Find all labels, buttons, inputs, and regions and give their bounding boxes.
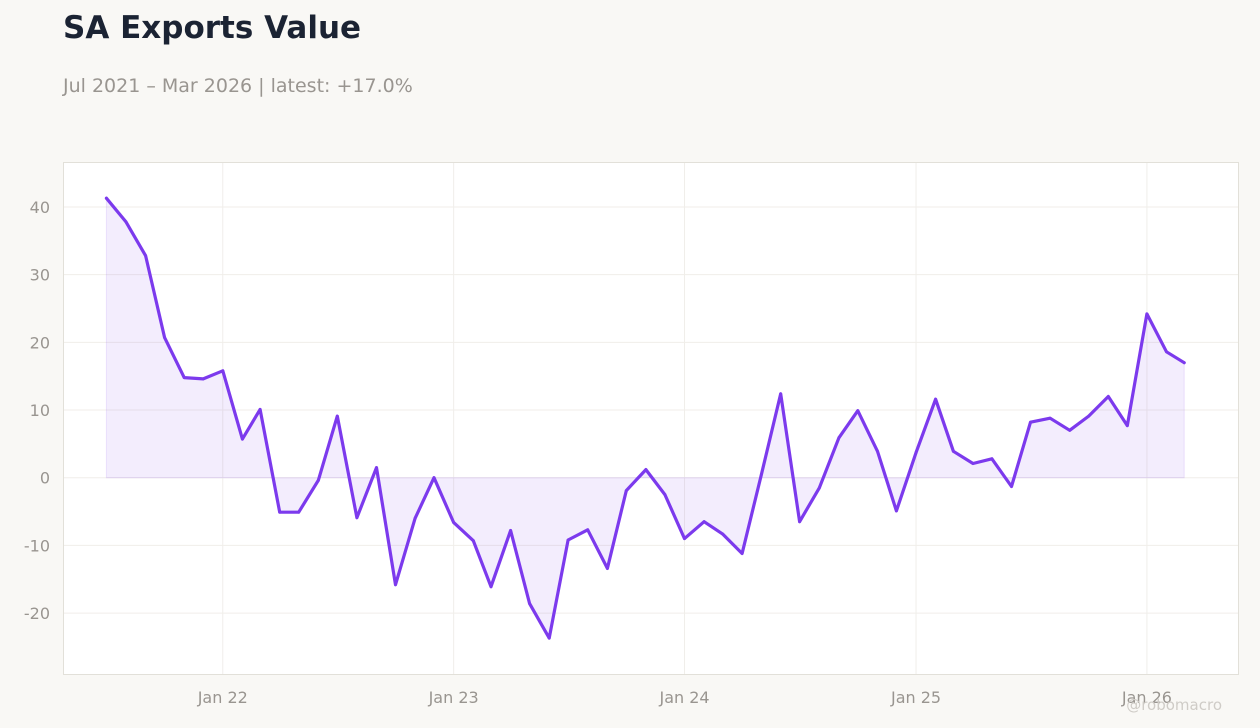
data-point (105, 196, 108, 200)
data-point (1087, 414, 1091, 418)
data-point (876, 449, 879, 453)
data-point (895, 509, 898, 513)
data-point (721, 532, 724, 536)
data-point (201, 377, 205, 381)
x-axis-ticks: Jan 22 Jan 23 Jan 24 Jan 25 Jan 26 (197, 688, 1172, 707)
data-point (817, 486, 821, 490)
y-tick-label: 30 (30, 266, 50, 285)
data-point (990, 457, 994, 461)
data-point (528, 602, 531, 605)
data-point (375, 466, 378, 469)
data-point (335, 414, 339, 418)
data-point (702, 520, 706, 524)
data-point (258, 408, 262, 411)
data-point (644, 468, 648, 471)
data-point (452, 521, 455, 524)
data-point (1165, 350, 1168, 354)
data-point (163, 336, 167, 339)
data-point (297, 510, 301, 514)
watermark: @robomacro (1126, 696, 1222, 714)
data-point (1068, 428, 1072, 432)
data-point (355, 516, 359, 520)
x-tick-label: Jan 23 (428, 688, 479, 707)
data-point (547, 636, 551, 640)
y-tick-label: -10 (24, 536, 50, 555)
data-point (759, 474, 763, 478)
data-point (471, 539, 475, 543)
data-point (1048, 416, 1052, 420)
data-point (798, 520, 801, 524)
x-tick-label: Jan 22 (197, 688, 248, 707)
data-point (952, 449, 955, 453)
data-point (1106, 395, 1110, 398)
data-point (683, 537, 686, 540)
data-point (566, 538, 570, 542)
data-point (624, 489, 628, 492)
data-point (1010, 485, 1013, 488)
data-point (316, 479, 320, 482)
chart-subtitle: Jul 2021 – Mar 2026 | latest: +17.0% (63, 75, 413, 97)
data-point (432, 476, 436, 480)
data-point (278, 510, 282, 514)
data-point (182, 376, 186, 379)
data-point (144, 254, 148, 258)
data-point (509, 529, 512, 532)
grid-lines (64, 163, 1238, 674)
chart-title: SA Exports Value (63, 10, 362, 46)
x-tick-label: Jan 26 (1121, 688, 1172, 707)
data-point (837, 436, 841, 440)
data-point (971, 462, 975, 465)
plot-area (63, 162, 1239, 675)
data-point (1145, 312, 1149, 316)
y-tick-label: -20 (24, 604, 50, 623)
data-point (241, 437, 244, 441)
data-point (934, 397, 937, 401)
data-point (1125, 424, 1129, 427)
data-point (221, 369, 225, 373)
x-tick-label: Jan 25 (890, 688, 941, 707)
data-point (914, 451, 918, 455)
x-tick-label: Jan 24 (658, 688, 709, 707)
data-point (606, 567, 609, 570)
data-point (586, 528, 590, 532)
y-axis-ticks: 40 30 20 10 0 -10 -20 (24, 198, 50, 623)
data-point (856, 409, 860, 413)
data-point (1182, 361, 1186, 365)
data-point (124, 220, 128, 224)
data-point (394, 583, 397, 587)
data-point (413, 516, 417, 520)
data-point (663, 493, 667, 496)
series-line-layer (104, 196, 1186, 640)
data-point (740, 552, 744, 555)
data-point (1029, 420, 1032, 424)
y-tick-label: 40 (30, 198, 50, 217)
y-tick-label: 0 (40, 469, 50, 488)
data-point (489, 585, 493, 589)
y-tick-label: 10 (30, 401, 50, 420)
data-point (779, 392, 783, 396)
y-tick-label: 20 (30, 333, 50, 352)
